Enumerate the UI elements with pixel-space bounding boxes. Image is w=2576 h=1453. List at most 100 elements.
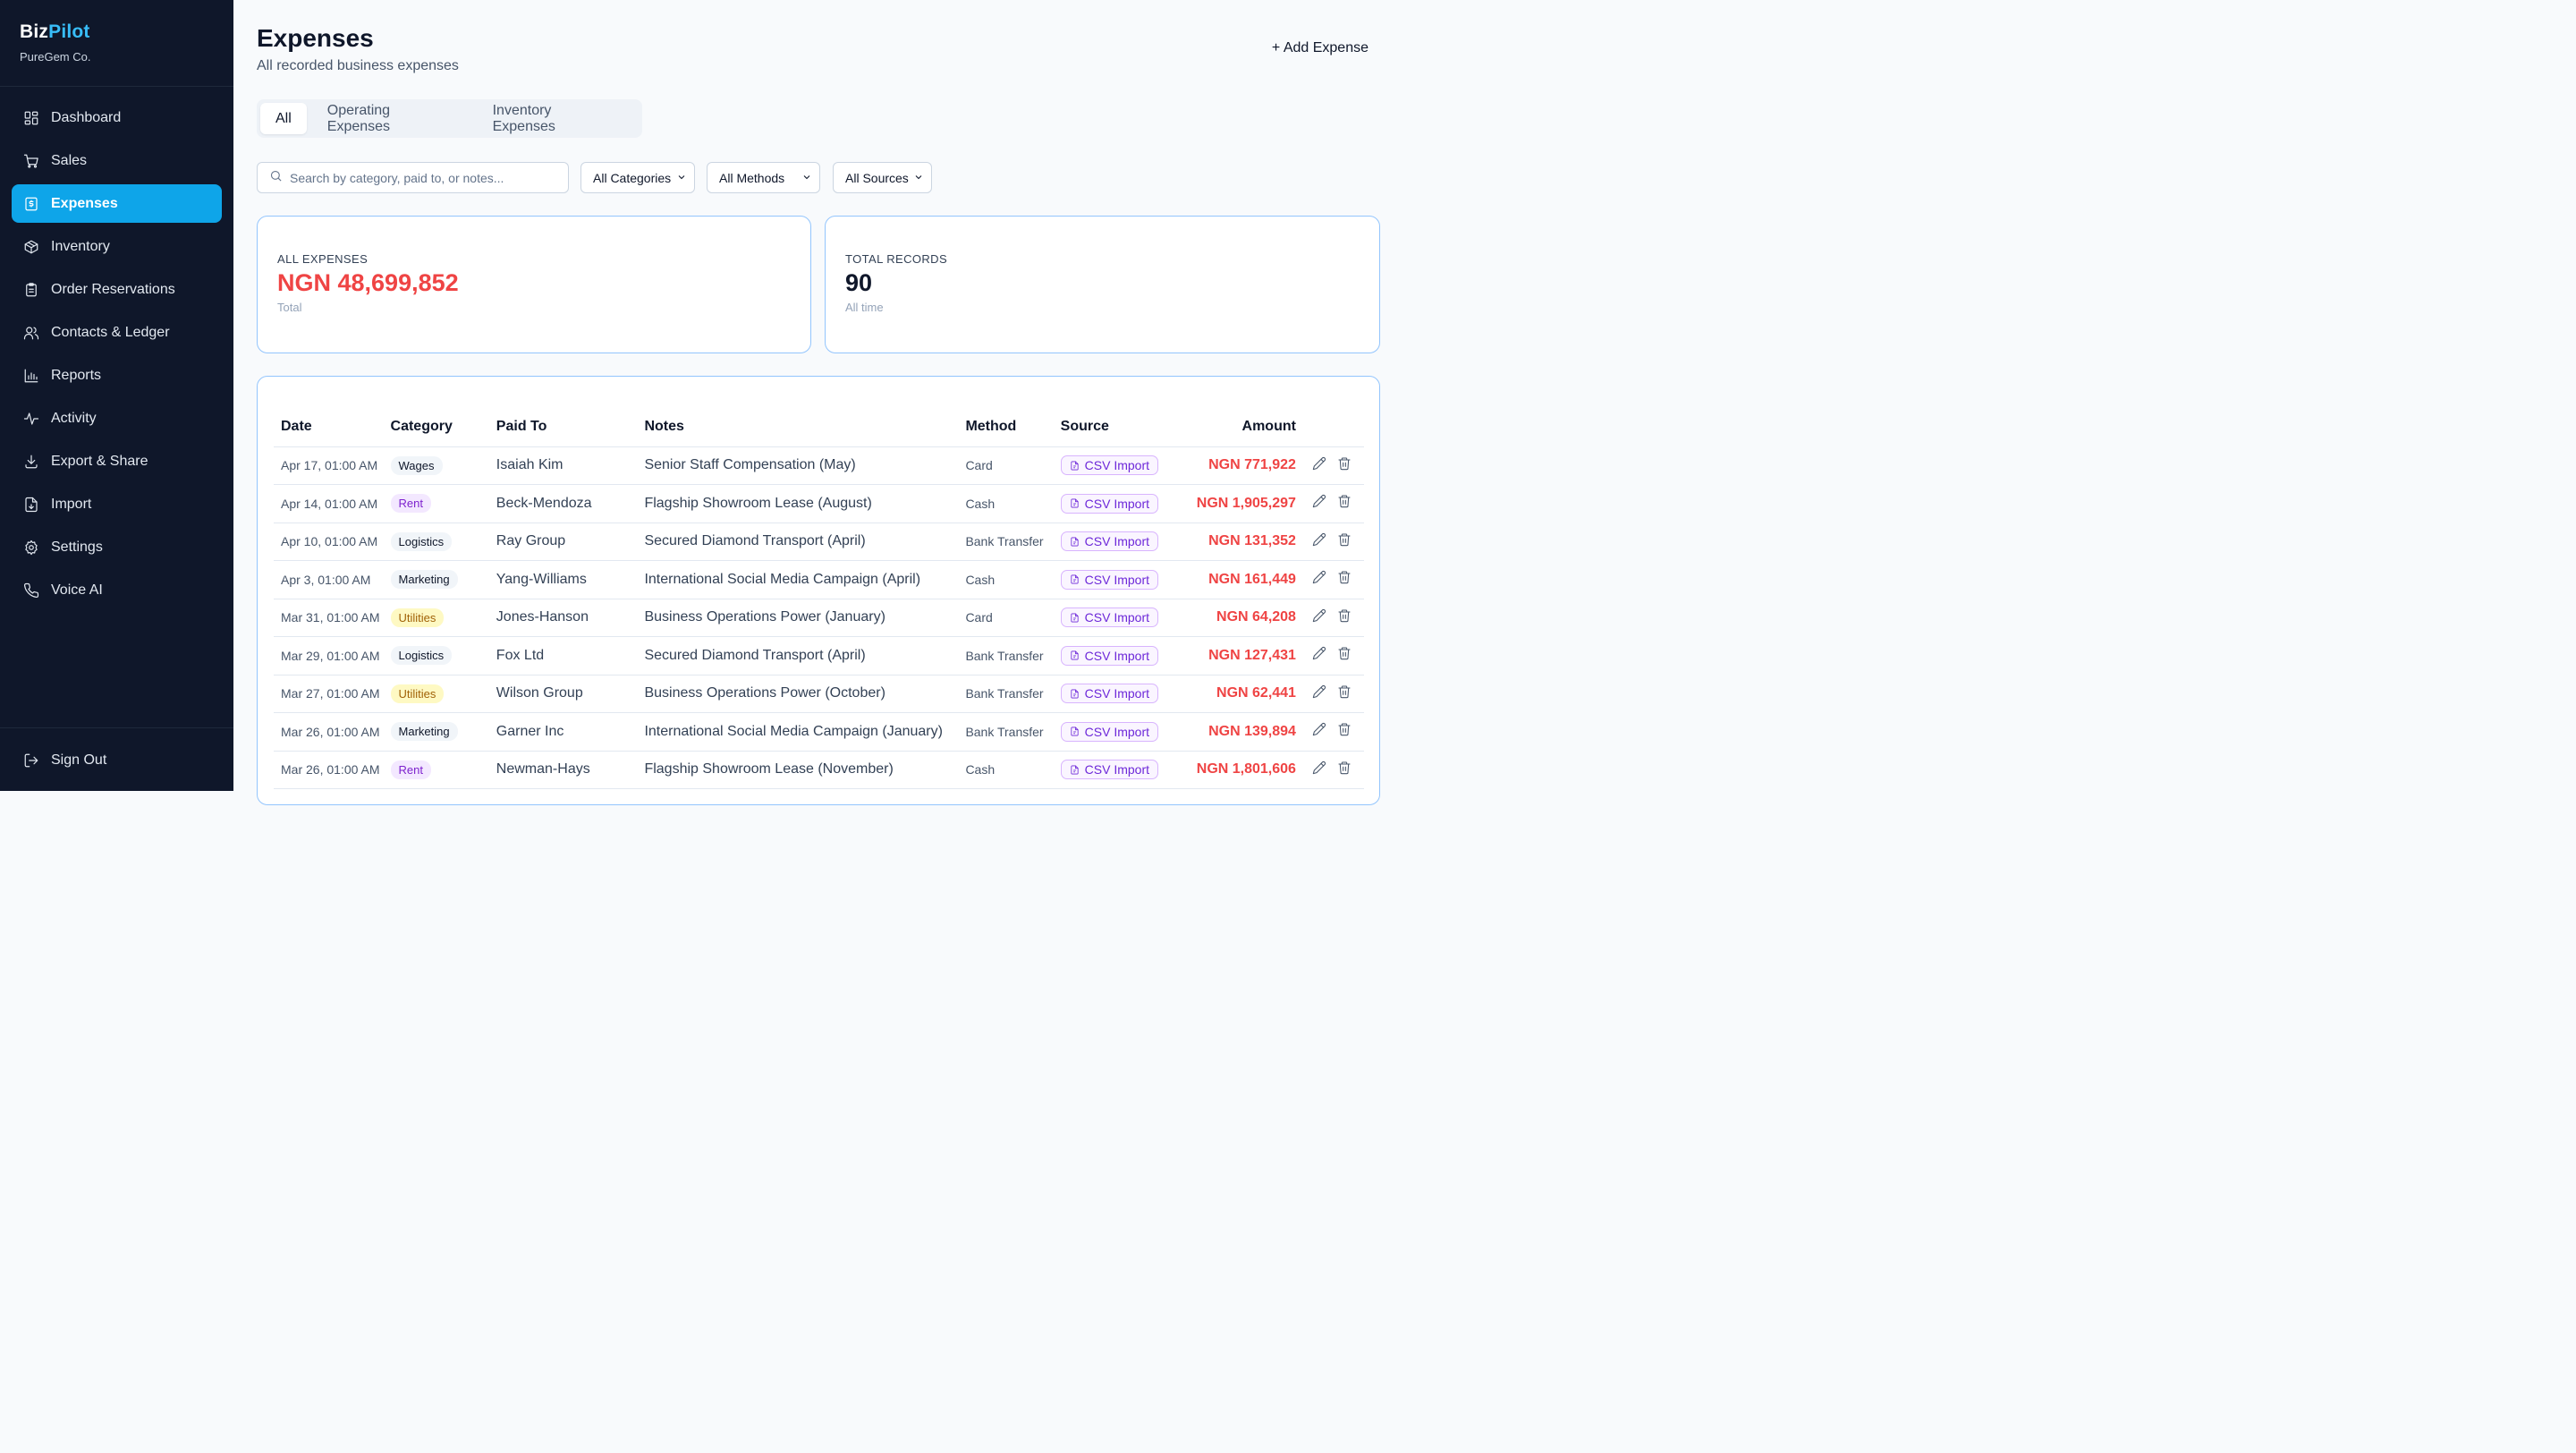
sidebar-nav: Dashboard Sales Expenses Inventory Order… [0, 87, 233, 609]
edit-icon[interactable] [1312, 760, 1326, 775]
trash-icon[interactable] [1337, 608, 1352, 623]
cell-date: Mar 31, 01:00 AM [274, 599, 391, 637]
edit-icon[interactable] [1312, 684, 1326, 699]
sidebar-item-sales[interactable]: Sales [12, 141, 222, 180]
trash-icon[interactable] [1337, 684, 1352, 699]
table-row[interactable]: Apr 10, 01:00 AM Logistics Ray Group Secure… [274, 523, 1364, 561]
cell-notes: Senior Staff Compensation (May) [644, 446, 966, 485]
method-filter-select[interactable]: All Methods [707, 162, 820, 193]
sidebar-item-contacts-ledger[interactable]: Contacts & Ledger [12, 313, 222, 352]
trash-icon[interactable] [1337, 570, 1352, 584]
trash-icon[interactable] [1337, 494, 1352, 508]
cell-category: Utilities [390, 675, 496, 713]
edit-icon[interactable] [1312, 608, 1326, 623]
sidebar-item-order-reservations[interactable]: Order Reservations [12, 270, 222, 309]
chevron-down-icon [801, 171, 812, 185]
cell-method: Bank Transfer [965, 523, 1061, 561]
sidebar-item-label: Voice AI [51, 582, 103, 598]
sidebar-item-settings[interactable]: Settings [12, 528, 222, 566]
file-icon [1070, 765, 1085, 775]
sidebar-item-export-share[interactable]: Export & Share [12, 442, 222, 480]
cell-source: CSV Import [1060, 560, 1159, 599]
edit-icon[interactable] [1312, 456, 1326, 471]
trash-icon[interactable] [1337, 456, 1352, 471]
clipboard-icon [22, 281, 40, 299]
sidebar-item-expenses[interactable]: Expenses [12, 184, 222, 223]
source-badge[interactable]: CSV Import [1060, 760, 1159, 780]
column-header-amount[interactable]: Amount [1158, 408, 1301, 447]
sign-out-button[interactable]: Sign Out [12, 741, 222, 779]
sidebar-item-dashboard[interactable]: Dashboard [12, 98, 222, 137]
method-filter-value: All Methods [719, 170, 785, 185]
source-filter-select[interactable]: All Sources [833, 162, 932, 193]
source-badge[interactable]: CSV Import [1060, 455, 1159, 476]
cell-date: Mar 29, 01:00 AM [274, 636, 391, 676]
sidebar-item-voice-ai[interactable]: Voice AI [12, 571, 222, 609]
source-label: CSV Import [1084, 648, 1150, 663]
cell-date: Apr 17, 01:00 AM [274, 446, 391, 485]
brand-logo[interactable]: BizPilot [20, 21, 214, 43]
cell-category: Wages [390, 446, 496, 485]
table-row[interactable]: Mar 29, 01:00 AM Logistics Fox Ltd Secured … [274, 636, 1364, 676]
edit-icon[interactable] [1312, 722, 1326, 736]
column-header-notes[interactable]: Notes [644, 408, 966, 447]
cell-notes: Flagship Showroom Lease (November) [644, 751, 966, 789]
page-subtitle: All recorded business expenses [257, 58, 459, 73]
source-badge[interactable]: CSV Import [1060, 531, 1159, 552]
tab-all[interactable]: All [260, 103, 307, 134]
table-row[interactable]: Apr 14, 01:00 AM Rent Beck-Mendoza Flagship… [274, 484, 1364, 523]
table-body: Apr 17, 01:00 AM Wages Isaiah Kim Senior St… [274, 446, 1364, 789]
sidebar-item-label: Dashboard [51, 109, 122, 125]
trash-icon[interactable] [1337, 760, 1352, 775]
cell-paid-to: Fox Ltd [496, 636, 645, 676]
source-filter-value: All Sources [845, 170, 909, 185]
source-badge[interactable]: CSV Import [1060, 608, 1159, 628]
receipt-icon [22, 195, 40, 213]
cell-method: Cash [965, 484, 1061, 523]
sidebar-item-import[interactable]: Import [12, 485, 222, 523]
sidebar-item-inventory[interactable]: Inventory [12, 227, 222, 266]
source-badge[interactable]: CSV Import [1060, 684, 1159, 704]
sidebar-item-activity[interactable]: Activity [12, 399, 222, 438]
table-row[interactable]: Mar 26, 01:00 AM Marketing Garner Inc Inter… [274, 712, 1364, 752]
edit-icon[interactable] [1312, 494, 1326, 508]
brand-name-part2: Pilot [48, 21, 90, 42]
sidebar-item-label: Sales [51, 152, 88, 168]
edit-icon[interactable] [1312, 532, 1326, 547]
column-header-method[interactable]: Method [965, 408, 1061, 447]
source-badge[interactable]: CSV Import [1060, 645, 1159, 666]
tab-inventory-expenses[interactable]: Inventory Expenses [492, 102, 555, 134]
category-badge: Logistics [390, 531, 453, 551]
table-row[interactable]: Apr 17, 01:00 AM Wages Isaiah Kim Senior St… [274, 446, 1364, 485]
trash-icon[interactable] [1337, 722, 1352, 736]
column-header-date[interactable]: Date [274, 408, 391, 447]
cell-category: Rent [390, 751, 496, 789]
cell-amount: NGN 139,894 [1158, 712, 1301, 752]
search-input[interactable] [290, 170, 558, 185]
table-row[interactable]: Mar 31, 01:00 AM Utilities Jones-Hanson Bus… [274, 599, 1364, 637]
column-header-paid-to[interactable]: Paid To [496, 408, 645, 447]
add-expense-button[interactable]: + Add Expense [1271, 40, 1368, 55]
table-row[interactable]: Mar 27, 01:00 AM Utilities Wilson Group Bus… [274, 675, 1364, 713]
column-header-category[interactable]: Category [390, 408, 496, 447]
phone-icon [22, 582, 40, 599]
sidebar-item-reports[interactable]: Reports [12, 356, 222, 395]
edit-icon[interactable] [1312, 570, 1326, 584]
trash-icon[interactable] [1337, 646, 1352, 660]
column-header-source[interactable]: Source [1060, 408, 1159, 447]
source-badge[interactable]: CSV Import [1060, 569, 1159, 590]
source-label: CSV Import [1084, 534, 1150, 549]
sidebar-item-label: Contacts & Ledger [51, 324, 170, 340]
trash-icon[interactable] [1337, 532, 1352, 547]
source-badge[interactable]: CSV Import [1060, 721, 1159, 742]
edit-icon[interactable] [1312, 646, 1326, 660]
column-header-actions [1301, 408, 1364, 447]
users-icon [22, 324, 40, 342]
table-row[interactable]: Apr 3, 01:00 AM Marketing Yang-Williams Int… [274, 560, 1364, 599]
source-badge[interactable]: CSV Import [1060, 493, 1159, 514]
category-filter-select[interactable]: All Categories [580, 162, 695, 193]
cell-paid-to: Jones-Hanson [496, 599, 645, 637]
tab-operating-expenses[interactable]: Operating Expenses [326, 102, 391, 134]
table-row[interactable]: Mar 26, 01:00 AM Rent Newman-Hays Flagship … [274, 751, 1364, 789]
dashboard-icon [22, 109, 40, 127]
